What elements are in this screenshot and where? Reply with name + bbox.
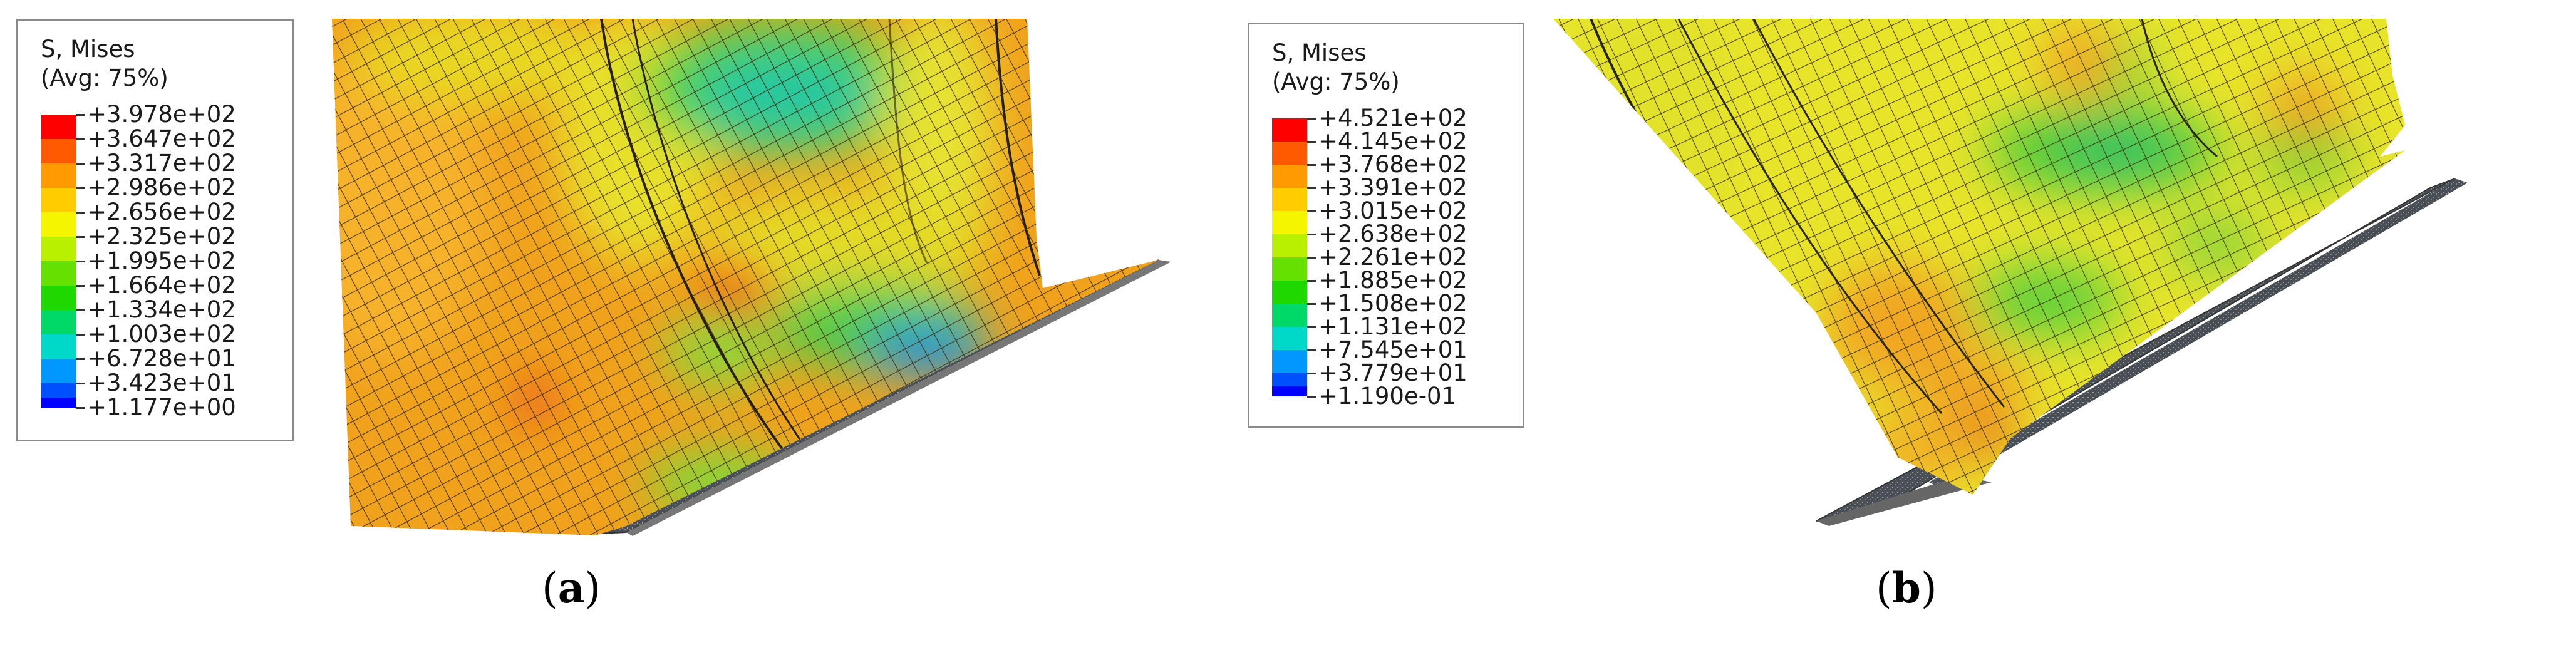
legend-value: +7.545e+01 <box>1318 336 1467 363</box>
legend-tick <box>76 187 85 189</box>
legend-tick <box>1307 141 1316 143</box>
legend-tick <box>76 383 85 384</box>
legend-value: +1.131e+02 <box>1318 313 1467 340</box>
legend-swatch <box>1272 234 1307 257</box>
legend-tick <box>1307 349 1316 351</box>
legend-tick <box>1307 234 1316 235</box>
panel-b: S, Mises (Avg: 75%) +4.521e+02 +4.145e+02… <box>1240 0 2576 650</box>
contour-legend-b: S, Mises (Avg: 75%) +4.521e+02 +4.145e+02… <box>1248 23 1524 428</box>
legend-swatch <box>1272 257 1307 281</box>
legend-swatch <box>41 398 76 408</box>
legend-value: +2.986e+02 <box>87 174 236 201</box>
legend-title-a: S, Mises <box>41 36 135 63</box>
fem-stress-plot-b <box>1553 19 2468 526</box>
legend-tick <box>76 309 85 311</box>
legend-swatch <box>1272 386 1307 396</box>
legend-tick <box>76 163 85 165</box>
legend-value: +1.508e+02 <box>1318 290 1467 317</box>
legend-value: +1.885e+02 <box>1318 267 1467 294</box>
legend-tick <box>76 236 85 238</box>
legend-value: +3.423e+01 <box>87 369 236 396</box>
contour-legend-a: S, Mises (Avg: 75%) +3.978e+02 +3.647e+02… <box>16 19 294 441</box>
legend-value: +1.334e+02 <box>87 296 236 323</box>
legend-value: +1.177e+00 <box>87 394 236 421</box>
legend-tick <box>1307 210 1316 212</box>
legend-swatch <box>41 115 76 139</box>
legend-swatch <box>41 212 76 237</box>
legend-swatch <box>1272 281 1307 304</box>
legend-subtitle-b: (Avg: 75%) <box>1272 68 1400 95</box>
legend-swatch <box>41 334 76 359</box>
legend-tick <box>76 407 85 409</box>
legend-swatch <box>41 286 76 310</box>
legend-value: +1.003e+02 <box>87 321 236 348</box>
legend-tick <box>1307 280 1316 282</box>
legend-tick <box>1307 373 1316 374</box>
legend-value: +2.656e+02 <box>87 199 236 225</box>
legend-tick <box>76 114 85 116</box>
legend-value: +6.728e+01 <box>87 345 236 372</box>
legend-value: +2.261e+02 <box>1318 244 1467 271</box>
panel-a: S, Mises (Avg: 75%) +3.978e+02 +3.647e+02… <box>0 0 1253 650</box>
legend-value: +4.521e+02 <box>1318 105 1467 132</box>
legend-value: +2.325e+02 <box>87 223 236 250</box>
legend-tick <box>76 358 85 360</box>
legend-subtitle-a: (Avg: 75%) <box>41 64 168 91</box>
legend-value: +3.317e+02 <box>87 150 236 177</box>
legend-swatch <box>1272 188 1307 211</box>
legend-swatch <box>41 188 76 212</box>
legend-swatch <box>41 139 76 163</box>
legend-tick <box>1307 303 1316 305</box>
legend-swatch <box>1272 165 1307 188</box>
legend-title-b: S, Mises <box>1272 39 1367 66</box>
fem-stress-plot-a <box>332 19 1171 536</box>
legend-value: +3.779e+01 <box>1318 359 1467 386</box>
legend-value: +2.638e+02 <box>1318 220 1467 247</box>
legend-tick <box>1307 257 1316 259</box>
legend-tick <box>76 138 85 140</box>
legend-swatch <box>1272 142 1307 165</box>
legend-value: +3.978e+02 <box>87 101 236 128</box>
legend-tick <box>76 261 85 262</box>
legend-tick <box>1307 396 1316 398</box>
legend-tick <box>76 334 85 336</box>
legend-tick <box>1307 164 1316 166</box>
legend-swatch <box>41 261 76 286</box>
legend-swatch <box>41 237 76 261</box>
legend-tick <box>76 212 85 214</box>
legend-value: +1.995e+02 <box>87 247 236 274</box>
caption-a: (a) <box>542 564 601 612</box>
legend-tick <box>1307 187 1316 189</box>
legend-tick <box>76 285 85 287</box>
legend-swatch <box>1272 211 1307 234</box>
legend-value: +4.145e+02 <box>1318 128 1467 155</box>
legend-value: +3.768e+02 <box>1318 151 1467 178</box>
legend-value: +3.647e+02 <box>87 125 236 152</box>
legend-swatch <box>41 359 76 383</box>
legend-value: +1.664e+02 <box>87 272 236 299</box>
legend-swatch <box>1272 118 1307 142</box>
legend-value: +3.015e+02 <box>1318 197 1467 224</box>
legend-swatch <box>1272 327 1307 350</box>
legend-tick <box>1307 326 1316 328</box>
legend-swatch <box>1272 350 1307 373</box>
legend-tick <box>1307 118 1316 120</box>
legend-swatch <box>41 163 76 188</box>
caption-b: (b) <box>1876 564 1937 612</box>
legend-value: +1.190e-01 <box>1318 383 1457 410</box>
legend-swatch <box>1272 304 1307 327</box>
legend-value: +3.391e+02 <box>1318 174 1467 201</box>
legend-swatch <box>41 310 76 334</box>
